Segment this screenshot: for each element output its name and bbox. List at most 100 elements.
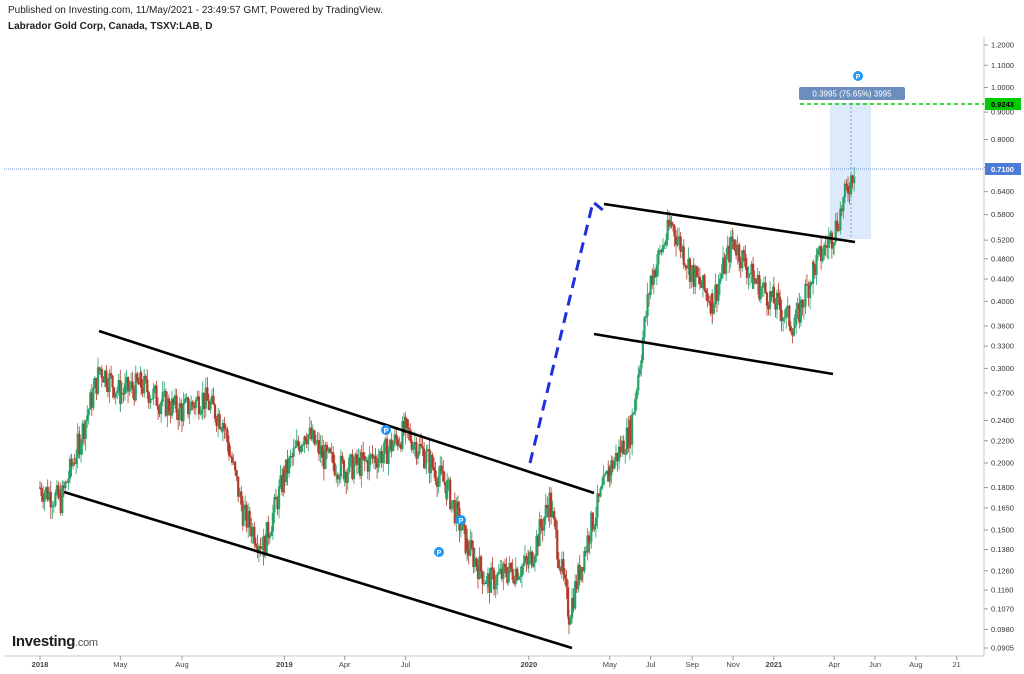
candle-body — [758, 275, 761, 300]
candle-body — [341, 455, 344, 461]
candle-body — [808, 282, 812, 299]
candle-body — [500, 568, 503, 579]
candle-body — [753, 278, 756, 281]
y-tick-label: 0.0980 — [991, 625, 1014, 634]
candle-body — [116, 390, 119, 393]
pivot-marker[interactable]: P — [853, 71, 863, 81]
candle-body — [594, 517, 598, 527]
candle-body — [301, 444, 304, 446]
candle-body — [62, 485, 65, 489]
candle-body — [338, 476, 341, 480]
candle-body — [670, 222, 673, 225]
candle-body — [837, 229, 840, 231]
candle-body — [777, 292, 780, 297]
candle-body — [421, 446, 424, 449]
candle-body — [684, 264, 687, 267]
candle-body — [87, 409, 90, 416]
candle-body — [284, 459, 288, 483]
candle-body — [311, 430, 314, 440]
candle-body — [842, 197, 845, 212]
candle-body — [616, 452, 619, 462]
candle-body — [439, 465, 442, 476]
pivot-marker[interactable]: P — [434, 547, 444, 557]
candle-body — [614, 452, 618, 461]
candle-body — [843, 183, 847, 198]
candle-body — [602, 475, 605, 486]
candle-body — [137, 381, 140, 385]
candle-body — [123, 383, 127, 395]
candle-body — [676, 239, 679, 246]
candle-body — [578, 564, 581, 581]
candle-body — [725, 254, 728, 274]
pivot-marker[interactable]: P — [381, 425, 391, 435]
candle-body — [570, 597, 574, 619]
candle-body — [551, 511, 554, 518]
y-tick-label: 0.4400 — [991, 275, 1014, 284]
flag-top-line[interactable] — [603, 202, 856, 244]
candle-body — [436, 481, 439, 487]
candle-body — [711, 293, 714, 314]
lower-channel-line[interactable] — [63, 490, 573, 650]
candle-body — [846, 186, 850, 194]
candle-body — [237, 476, 240, 497]
candle-body — [342, 460, 346, 480]
candle-body — [634, 399, 637, 413]
candle-body — [283, 469, 286, 483]
candle-body — [130, 381, 133, 388]
candle-body — [324, 444, 327, 469]
candle-body — [238, 491, 241, 497]
candle-body — [141, 387, 144, 394]
candle-body — [52, 505, 55, 507]
candle-body — [807, 284, 810, 299]
candle-body — [759, 287, 762, 300]
candle-body — [821, 255, 824, 261]
candle-body — [355, 454, 359, 466]
flagpole-dashed-arrow[interactable] — [528, 199, 605, 464]
candle-body — [440, 465, 443, 472]
candle-body — [327, 448, 330, 452]
candle-body — [728, 245, 731, 263]
candle-body — [316, 440, 319, 443]
candle-body — [240, 491, 243, 505]
upper-channel-line[interactable] — [98, 329, 595, 495]
candle-body — [853, 176, 856, 184]
candle-body — [70, 458, 73, 467]
y-tick-label: 0.3000 — [991, 364, 1014, 373]
candle-body — [389, 439, 392, 450]
candle-body — [188, 410, 191, 415]
candle-body — [456, 501, 460, 508]
candle-body — [731, 239, 735, 242]
candle-body — [298, 446, 301, 452]
y-tick-label: 0.2200 — [991, 436, 1014, 445]
y-tick-label: 0.0905 — [991, 644, 1014, 653]
candle-body — [277, 486, 281, 510]
pivot-marker[interactable]: P — [456, 515, 466, 525]
candle-body — [510, 562, 513, 569]
candle-body — [365, 460, 368, 462]
candle-body — [795, 309, 798, 326]
candle-body — [798, 303, 801, 323]
candle-body — [533, 556, 537, 563]
candle-body — [333, 463, 336, 475]
candle-body — [788, 305, 791, 327]
y-tick-label: 0.1380 — [991, 545, 1014, 554]
candle-body — [476, 566, 480, 579]
y-tick-label: 0.4800 — [991, 254, 1014, 263]
candle-body — [442, 471, 445, 482]
candle-body — [232, 461, 235, 463]
candle-body — [712, 303, 715, 314]
y-tick-label: 0.2000 — [991, 459, 1014, 468]
candle-body — [767, 305, 770, 310]
candle-body — [608, 466, 611, 476]
candle-body — [310, 427, 313, 440]
candle-body — [401, 421, 404, 450]
candle-body — [173, 395, 177, 405]
x-tick-label: 2018 — [32, 660, 49, 669]
candle-body — [113, 387, 116, 398]
candle-body — [661, 245, 665, 253]
candle-body — [203, 392, 206, 409]
candle-body — [762, 282, 766, 287]
flag-bottom-line[interactable] — [593, 332, 834, 376]
candle-body — [647, 294, 651, 295]
